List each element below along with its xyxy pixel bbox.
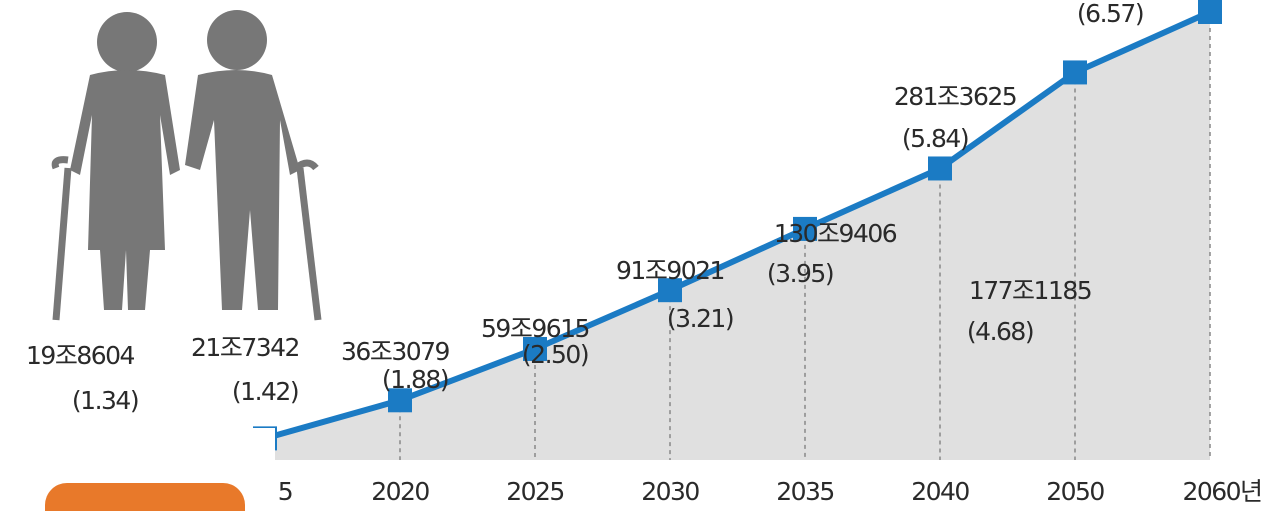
point	[1063, 60, 1087, 85]
value-label: (1.88)	[382, 365, 448, 394]
amount-label: 281조3625	[894, 82, 1016, 111]
point	[658, 278, 682, 303]
x-tick-label: 2050	[1046, 477, 1104, 506]
value-label: (6.57)	[1077, 0, 1143, 28]
value-label: (3.95)	[767, 259, 833, 288]
amount-label: 59조9615	[481, 314, 589, 343]
value-label: (4.68)	[967, 317, 1033, 346]
value-label: (5.84)	[902, 124, 968, 153]
value-label: (1.34)	[72, 386, 138, 415]
amount-label: 91조9021	[616, 256, 724, 285]
point	[1198, 0, 1222, 24]
value-label: (3.21)	[667, 304, 733, 333]
elderly-icon	[51, 10, 322, 321]
point	[388, 388, 412, 413]
x-tick-label: 2035	[776, 477, 834, 506]
value-label: (1.42)	[232, 377, 298, 406]
amount-label: 130조9406	[774, 219, 897, 248]
amount-label: 177조1185	[969, 276, 1091, 305]
x-tick-label: 2040	[911, 477, 969, 506]
point	[928, 156, 952, 181]
amount-label: 21조7342	[191, 333, 299, 362]
point	[793, 216, 817, 241]
amount-label: 19조8604	[26, 341, 135, 370]
x-tick-label: 2060년	[1182, 477, 1261, 506]
tab-button[interactable]	[45, 483, 245, 511]
x-tick-label: 2025	[506, 477, 564, 506]
value-label: (2.50)	[522, 340, 588, 369]
point	[523, 336, 547, 361]
x-tick-label: 2030	[641, 477, 699, 506]
x-tick-label: 5	[278, 477, 292, 506]
amount-label: 36조3079	[341, 337, 450, 366]
x-tick-label: 2020	[371, 477, 429, 506]
